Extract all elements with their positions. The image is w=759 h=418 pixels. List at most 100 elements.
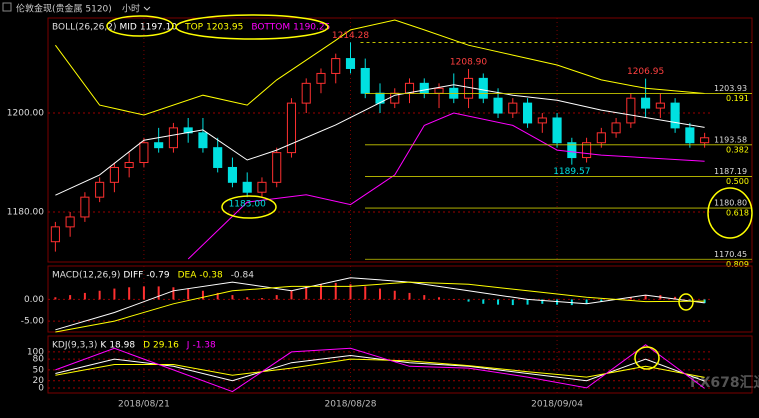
level-ratio: 0.618 xyxy=(726,209,749,218)
macd-bar xyxy=(688,299,691,301)
macd-bar xyxy=(408,292,411,300)
macd-bar xyxy=(482,299,485,304)
candle-body xyxy=(360,67,370,94)
candle-body xyxy=(670,102,680,129)
legend-name: DIFF xyxy=(123,271,143,281)
level-price: 1193.58 xyxy=(714,135,747,144)
macd-bar xyxy=(423,295,426,300)
y-tick-label: 20 xyxy=(33,376,45,386)
macd-bar xyxy=(172,287,175,300)
candle-body xyxy=(139,142,149,164)
x-tick-label: 2018/08/21 xyxy=(118,400,170,410)
candle-body xyxy=(419,82,429,94)
indicator-line xyxy=(55,84,705,196)
indicator-line xyxy=(55,354,705,382)
candle-body xyxy=(168,127,178,149)
highlight-ellipse xyxy=(678,293,694,311)
price-annotation: 1206.95 xyxy=(627,67,664,77)
candle-body xyxy=(626,97,636,124)
dropdown-arrow[interactable] xyxy=(143,6,151,11)
y-tick-label: 0.00 xyxy=(24,295,44,305)
macd-bar xyxy=(526,299,529,305)
price-annotation: 1189.57 xyxy=(553,167,590,177)
indicator-line xyxy=(55,281,705,333)
macd-bar xyxy=(54,297,57,300)
indicator-line xyxy=(55,344,705,393)
candle-body xyxy=(154,142,164,149)
legend-name: J xyxy=(186,341,190,351)
legend-value: -0.84 xyxy=(231,271,255,281)
macd-bar xyxy=(319,284,322,300)
legend-value: 29.16 xyxy=(153,341,179,351)
y-tick-label: -5.00 xyxy=(21,317,45,327)
macd-bar xyxy=(187,288,190,300)
candle-body xyxy=(286,102,297,154)
candle-body xyxy=(50,226,60,243)
candle-body xyxy=(567,142,577,159)
candle-body xyxy=(345,58,356,69)
indicator-line xyxy=(187,112,705,260)
candle-body xyxy=(331,58,341,74)
legend-value: 1197.10 xyxy=(140,23,177,33)
macd-bar xyxy=(629,297,632,300)
legend-name: MID xyxy=(120,23,137,33)
candle-body xyxy=(641,97,651,109)
highlight-ellipse xyxy=(221,195,277,219)
macd-bar xyxy=(703,299,706,304)
macd-bar xyxy=(305,286,308,300)
level-price: 1203.93 xyxy=(714,84,747,93)
candle-body xyxy=(109,166,119,183)
legend-value: 1203.95 xyxy=(206,23,243,33)
level-price: 1187.19 xyxy=(714,167,747,176)
macd-bar xyxy=(393,290,396,300)
price-annotation: 1208.90 xyxy=(450,57,487,67)
indicator-name: KDJ(9,3,3) xyxy=(52,341,97,351)
macd-bar xyxy=(246,297,249,300)
candle-body xyxy=(434,87,444,94)
macd-bar xyxy=(364,286,367,300)
macd-bar xyxy=(541,299,544,304)
price-annotation: 1214.28 xyxy=(332,31,369,41)
candle-body xyxy=(80,196,90,218)
macd-bar xyxy=(113,288,116,300)
candle-body xyxy=(65,216,75,228)
candle-body xyxy=(537,117,547,124)
macd-bar xyxy=(452,299,455,300)
x-tick-label: 2018/09/04 xyxy=(531,400,583,410)
candle-body xyxy=(582,142,592,159)
macd-bar xyxy=(674,296,677,300)
highlight-ellipse xyxy=(175,14,329,40)
macd-bar xyxy=(497,299,500,305)
level-price: 1170.45 xyxy=(714,250,747,259)
y-tick-label: 1180.00 xyxy=(7,208,44,218)
candle-body xyxy=(552,117,562,144)
watermark: FX678汇通网 xyxy=(690,375,759,391)
candle-body xyxy=(493,97,503,114)
indicator-line xyxy=(54,19,705,116)
candle-body xyxy=(242,181,252,193)
legend-value: 18.98 xyxy=(109,341,135,351)
x-tick-label: 2018/08/28 xyxy=(325,400,377,410)
instrument-title: 伦敦金现(贵金属 5120) xyxy=(16,3,112,15)
macd-bar xyxy=(275,295,278,300)
y-tick-label: 100 xyxy=(27,347,44,357)
macd-bar xyxy=(83,292,86,300)
macd-bar xyxy=(511,299,514,306)
y-tick-label: 1200.00 xyxy=(7,109,44,119)
candle-body xyxy=(522,102,533,124)
candle-body xyxy=(213,147,223,168)
level-ratio: 0.191 xyxy=(726,94,749,103)
macd-bar xyxy=(349,284,352,300)
macd-bar xyxy=(216,292,219,300)
candle-body xyxy=(257,181,267,193)
highlight-ellipse xyxy=(634,346,660,370)
macd-bar xyxy=(600,299,603,302)
indicator-line xyxy=(55,358,705,378)
highlight-ellipse xyxy=(707,187,753,239)
legend-name: TOP xyxy=(184,23,204,33)
macd-bar xyxy=(260,298,263,300)
period-selector[interactable]: 小时 xyxy=(122,3,140,15)
candle-body xyxy=(700,137,710,144)
